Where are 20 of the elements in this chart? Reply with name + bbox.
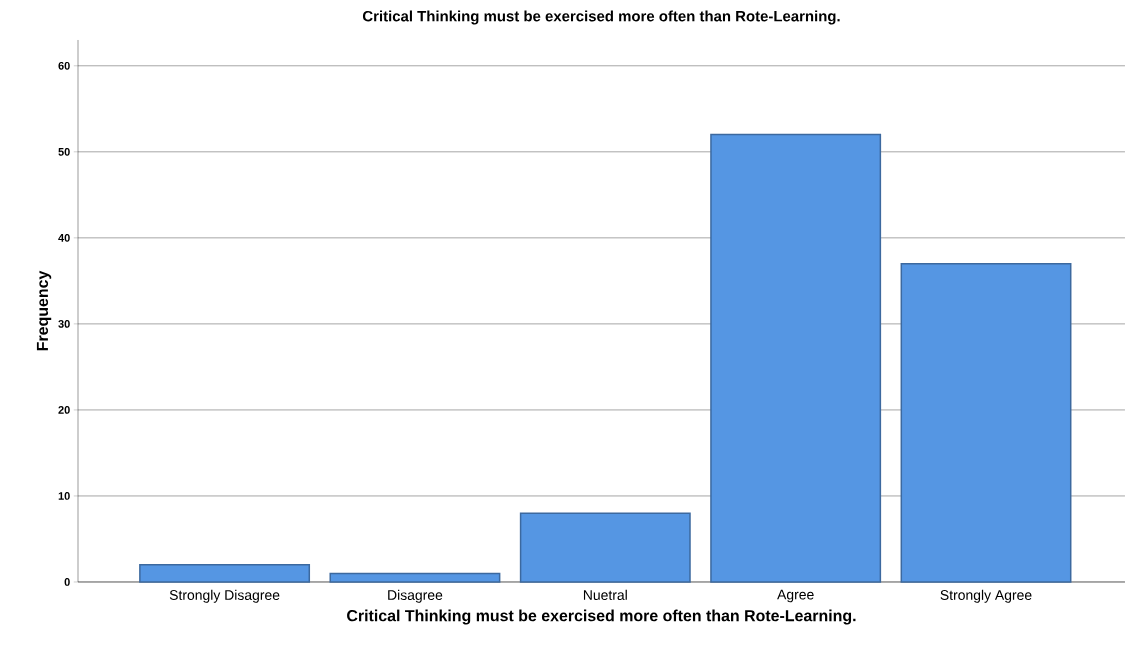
y-tick-label: 50	[58, 147, 70, 156]
x-tick-label: Strongly Agree	[940, 589, 1032, 603]
bar	[900, 262, 1072, 583]
x-tick-label: Nuetral	[583, 589, 627, 600]
y-tick-label: 40	[58, 233, 70, 242]
bar	[139, 564, 311, 583]
x-tick-label: Agree	[777, 589, 814, 603]
x-tick-label: Strongly Disagree	[169, 589, 280, 603]
y-tick-label: 60	[58, 61, 70, 70]
y-tick-label: 10	[58, 492, 70, 500]
y-tick-label: 20	[58, 406, 70, 414]
bar	[710, 133, 882, 583]
bar	[329, 572, 501, 583]
y-tick-label: 30	[58, 320, 70, 328]
y-tick-label: 0	[64, 578, 70, 586]
bar	[519, 512, 691, 583]
x-tick-label: Disagree	[388, 589, 443, 603]
y-axis-title: Frequency	[36, 270, 52, 351]
chart-title: Critical Thinking must be exercised more often than Rote-Learning.	[362, 10, 840, 25]
x-axis-title: Critical Thinking must be exercised more often than Rote-Learning.	[347, 609, 856, 625]
